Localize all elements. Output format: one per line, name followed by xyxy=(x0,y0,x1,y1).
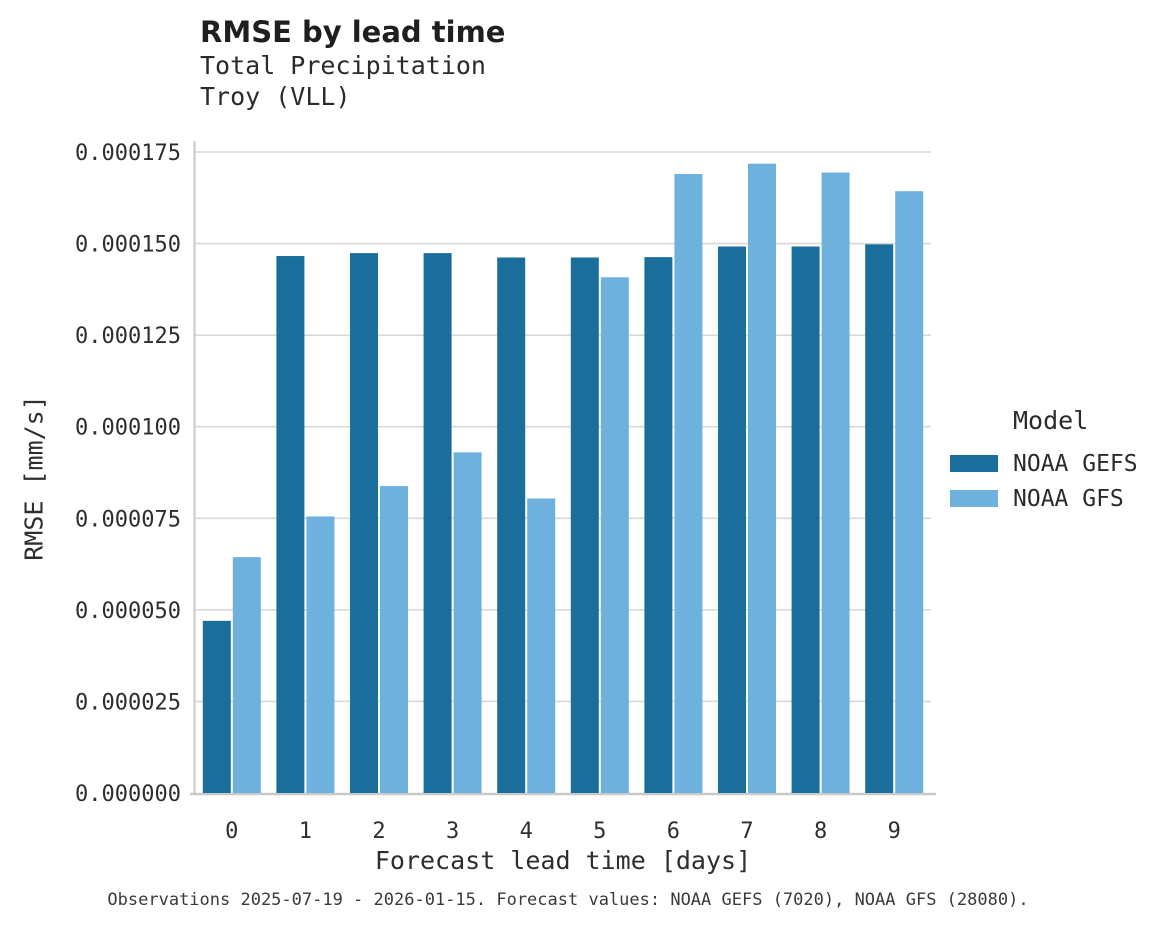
bar-noaa-gefs-lead-0 xyxy=(202,620,231,793)
bar-noaa-gefs-lead-3 xyxy=(423,253,452,794)
bar-noaa-gfs-lead-5 xyxy=(600,277,629,793)
bar-noaa-gefs-lead-4 xyxy=(497,257,526,793)
x-tick-label: 0 xyxy=(225,819,238,844)
title-block: RMSE by lead time Total Precipitation Tr… xyxy=(200,14,505,112)
legend-entry-noaa-gfs: NOAA GFS xyxy=(950,481,1138,516)
legend: Model NOAA GEFS NOAA GFS xyxy=(950,406,1138,516)
x-axis-title: Forecast lead time [days] xyxy=(374,846,752,875)
y-axis-title: RMSE [mm/s] xyxy=(19,395,49,561)
x-tick-label: 1 xyxy=(299,819,312,844)
x-tick-label: 8 xyxy=(814,819,827,844)
legend-title: Model xyxy=(1013,406,1089,435)
bar-noaa-gfs-lead-4 xyxy=(527,498,556,793)
legend-swatch-noaa-gfs xyxy=(950,490,998,507)
y-tick-label: 0.000050 xyxy=(75,599,181,624)
chart-title: RMSE by lead time xyxy=(200,15,506,49)
x-tick-label: 3 xyxy=(446,819,459,844)
x-tick-label: 2 xyxy=(372,819,385,844)
y-tick-label: 0.000175 xyxy=(75,141,181,166)
legend-label-noaa-gfs: NOAA GFS xyxy=(1013,485,1124,512)
chart-subtitle-variable: Total Precipitation xyxy=(200,51,486,80)
x-tick-label: 5 xyxy=(593,819,606,844)
bar-noaa-gefs-lead-6 xyxy=(644,257,673,793)
bar-noaa-gefs-lead-1 xyxy=(276,256,305,793)
y-tick-label: 0.000000 xyxy=(75,782,181,807)
bar-noaa-gefs-lead-9 xyxy=(865,244,894,793)
bar-noaa-gfs-lead-7 xyxy=(748,163,776,794)
bar-noaa-gfs-lead-3 xyxy=(453,452,482,793)
figure-caption: Observations 2025-07-19 - 2026-01-15. Fo… xyxy=(107,890,1029,910)
y-tick-label: 0.000075 xyxy=(75,507,181,532)
x-tick-label: 4 xyxy=(520,819,533,844)
x-tick-label: 6 xyxy=(667,819,680,844)
bar-noaa-gefs-lead-2 xyxy=(350,253,378,794)
x-tick-label: 7 xyxy=(740,819,753,844)
y-tick-label: 0.000100 xyxy=(75,416,181,441)
bar-noaa-gfs-lead-2 xyxy=(380,486,408,793)
legend-swatch-noaa-gefs xyxy=(950,455,998,472)
y-tick-label: 0.000150 xyxy=(75,233,181,258)
bar-noaa-gefs-lead-5 xyxy=(570,257,599,793)
bar-noaa-gefs-lead-7 xyxy=(718,246,746,793)
bar-noaa-gefs-lead-8 xyxy=(791,246,820,793)
bar-noaa-gfs-lead-6 xyxy=(674,173,703,793)
bar-noaa-gfs-lead-1 xyxy=(306,516,335,793)
x-tick-label: 9 xyxy=(888,819,901,844)
bar-noaa-gfs-lead-0 xyxy=(232,557,261,793)
bar-noaa-gfs-lead-9 xyxy=(895,191,924,793)
legend-label-noaa-gefs: NOAA GEFS xyxy=(1013,450,1138,477)
y-tick-label: 0.000025 xyxy=(75,690,181,715)
bar-noaa-gfs-lead-8 xyxy=(821,172,850,794)
chart-subtitle-station: Troy (VLL) xyxy=(200,82,351,111)
legend-entry-noaa-gefs: NOAA GEFS xyxy=(950,446,1138,481)
y-tick-label: 0.000125 xyxy=(75,324,181,349)
